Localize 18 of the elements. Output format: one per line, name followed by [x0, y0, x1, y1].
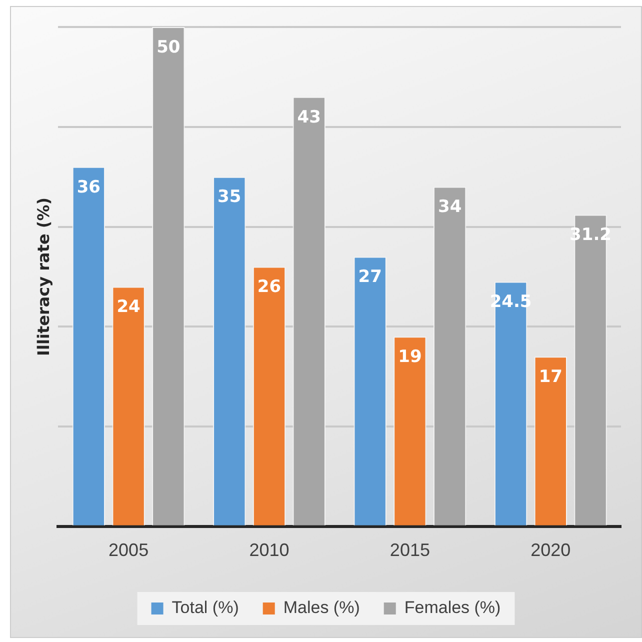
legend-label: Males (%)	[283, 598, 360, 618]
x-tick-label: 2015	[390, 540, 430, 560]
x-tick-label: 2010	[249, 540, 290, 560]
data-label: 43	[297, 107, 321, 128]
y-axis-title: Illiteracy rate (%)	[34, 197, 53, 356]
x-tick-label: 2020	[530, 540, 571, 560]
data-label: 24	[116, 297, 141, 318]
data-label: 17	[538, 367, 562, 388]
legend-label: Total (%)	[172, 598, 239, 618]
data-label: 36	[76, 177, 101, 198]
data-label: 26	[257, 277, 282, 298]
legend-label: Females (%)	[404, 598, 501, 618]
data-label: 19	[398, 347, 422, 368]
data-label: 50	[156, 37, 180, 58]
data-label: 35	[218, 187, 242, 208]
data-label: 27	[358, 267, 382, 288]
data-label: 34	[438, 197, 462, 218]
x-tick-label: 2005	[108, 540, 149, 560]
